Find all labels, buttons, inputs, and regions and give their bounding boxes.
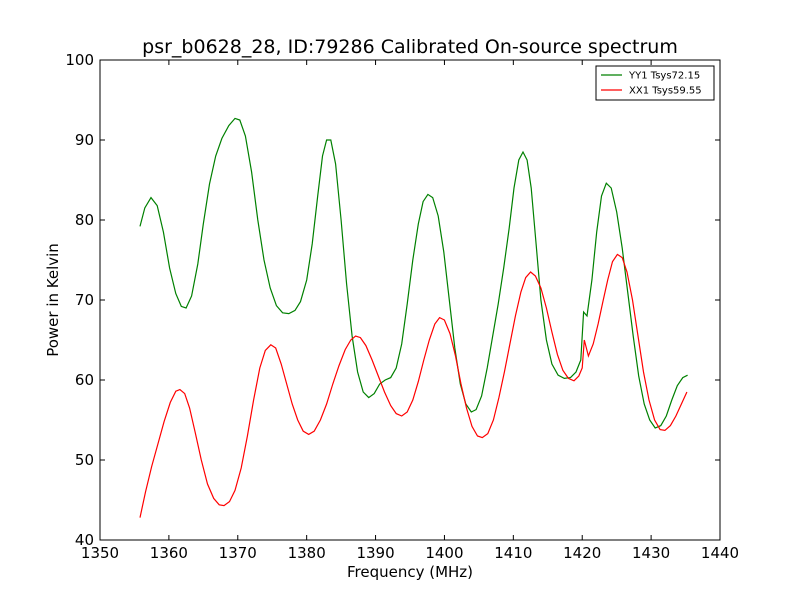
x-tick-label: 1440 bbox=[701, 544, 739, 562]
ticks-layer: 1350 1360 1370 1380 1390 1400 1410 1420 1430 1440… bbox=[65, 51, 739, 562]
x-tick-label: 1380 bbox=[288, 544, 326, 562]
legend: YY1 Tsys72.15 XX1 Tsys59.55 bbox=[595, 65, 715, 101]
x-tick-label: 1400 bbox=[425, 544, 463, 562]
legend-label-xx1: XX1 Tsys59.55 bbox=[629, 86, 702, 97]
x-tick-label: 1430 bbox=[632, 544, 670, 562]
y-tick-label: 100 bbox=[65, 51, 94, 69]
legend-label-yy1: YY1 Tsys72.15 bbox=[628, 71, 700, 82]
y-tick-label: 50 bbox=[75, 451, 94, 469]
series-line-xx1 bbox=[139, 253, 688, 518]
x-tick-label: 1350 bbox=[81, 544, 119, 562]
x-axis-title: Frequency (MHz) bbox=[347, 563, 473, 581]
legend-box bbox=[595, 65, 715, 101]
x-tick-label: 1360 bbox=[150, 544, 188, 562]
x-tick-label: 1390 bbox=[356, 544, 394, 562]
x-tick-label: 1410 bbox=[494, 544, 532, 562]
chart-title: psr_b0628_28, ID:79286 Calibrated On-sou… bbox=[142, 36, 678, 58]
plot-area: 1350 1360 1370 1380 1390 1400 1410 1420 1430 1440… bbox=[65, 51, 739, 562]
plot-frame bbox=[99, 59, 721, 541]
y-tick-label: 70 bbox=[75, 291, 94, 309]
x-tick-label: 1370 bbox=[219, 544, 257, 562]
series-layer bbox=[139, 117, 688, 518]
y-axis-title: Power in Kelvin bbox=[44, 243, 62, 357]
series-line-yy1 bbox=[139, 117, 688, 429]
y-tick-label: 90 bbox=[75, 131, 94, 149]
y-tick-label: 80 bbox=[75, 211, 94, 229]
y-tick-label: 40 bbox=[75, 531, 94, 549]
y-tick-label: 60 bbox=[75, 371, 94, 389]
x-tick-label: 1420 bbox=[563, 544, 601, 562]
